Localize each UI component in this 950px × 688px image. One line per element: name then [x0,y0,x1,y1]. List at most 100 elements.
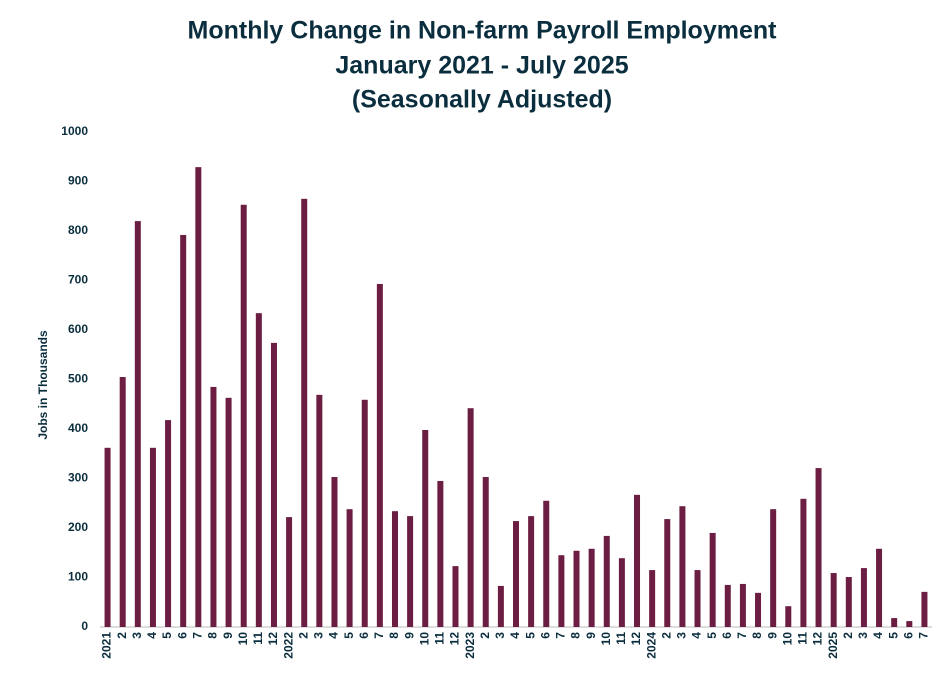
x-tick-label: 5 [342,632,356,639]
bar [815,468,822,627]
x-tick-label: 10 [780,632,794,646]
x-tick-label: 2 [659,632,673,639]
bar [301,198,308,627]
bar [770,509,777,627]
bar [860,568,867,627]
bar [134,221,141,627]
x-tick-label: 8 [206,632,220,639]
y-tick-label: 0 [81,619,88,633]
x-tick-label: 9 [765,632,779,639]
bar [361,399,368,627]
x-tick-label: 5 [886,632,900,639]
bar [331,477,338,627]
x-tick-label: 6 [901,632,915,639]
x-tick-label: 5 [160,632,174,639]
x-tick-label: 4 [508,632,522,639]
bar [876,548,883,627]
x-tick-label: 2 [115,632,129,639]
y-axis-label: Jobs in Thousands [36,330,50,440]
bar [679,506,686,627]
bar [346,509,353,627]
bar [694,570,701,627]
bar [240,204,247,627]
y-tick-label: 900 [68,174,88,188]
x-tick-label: 10 [599,632,613,646]
bar [739,583,746,627]
bar [588,548,595,627]
x-tick-label: 5 [705,632,719,639]
bar [225,397,232,627]
bar [785,606,792,627]
x-tick-label: 2023 [463,632,477,659]
y-tick-label: 500 [68,372,88,386]
bar [528,516,535,627]
y-tick-label: 1000 [61,124,88,138]
x-tick-label: 9 [584,632,598,639]
bar [422,429,429,627]
x-tick-label: 7 [190,632,204,639]
x-tick-label: 12 [811,632,825,646]
x-tick-label: 4 [327,632,341,639]
bar [407,516,414,627]
y-tick-label: 700 [68,273,88,287]
bar [800,498,807,627]
x-tick-label: 7 [372,632,386,639]
x-tick-label: 3 [312,632,326,639]
bar [104,447,111,627]
bar [845,577,852,627]
bar [603,535,610,627]
bar [921,591,928,627]
x-tick-label: 5 [523,632,537,639]
chart-title: January 2021 - July 2025 [335,52,628,80]
bar [270,342,277,627]
bar [467,408,474,627]
x-tick-label: 12 [266,632,280,646]
bar [755,592,762,627]
x-tick-label: 11 [251,632,265,645]
x-tick-label: 9 [221,632,235,639]
bar [180,234,187,627]
bar [513,521,519,627]
bar [558,555,565,627]
x-tick-label: 2024 [644,632,658,659]
bar [165,420,172,627]
bar [482,477,489,627]
y-tick-label: 600 [68,322,88,336]
x-tick-label: 6 [720,632,734,639]
x-tick-label: 7 [917,632,931,639]
y-tick-label: 400 [68,421,88,435]
bar [149,447,156,627]
bar [210,386,217,627]
x-tick-label: 7 [554,632,568,639]
bar [391,511,398,627]
x-tick-label: 6 [357,632,371,639]
y-tick-label: 800 [68,223,88,237]
x-tick-label: 2 [478,632,492,639]
x-tick-label: 8 [750,632,764,639]
x-tick-label: 6 [175,632,189,639]
bar [573,550,580,627]
x-tick-label: 2 [841,632,855,639]
bar [286,517,293,627]
x-tick-label: 12 [629,632,643,646]
y-tick-label: 200 [68,520,88,534]
x-tick-label: 2021 [100,632,114,659]
bar [452,566,459,627]
x-tick-label: 10 [417,632,431,646]
bar [195,167,202,627]
y-tick-label: 100 [68,570,88,584]
x-tick-label: 11 [796,632,810,645]
bar [649,570,656,627]
x-tick-label: 2022 [281,632,295,659]
bar [664,519,671,627]
x-tick-label: 3 [856,632,870,639]
x-tick-label: 3 [675,632,689,639]
bar [891,618,898,627]
x-tick-label: 8 [387,632,401,639]
bar [906,621,913,627]
x-tick-label: 11 [614,632,628,645]
x-tick-label: 2 [296,632,310,639]
x-tick-label: 3 [493,632,507,639]
x-tick-label: 10 [236,632,250,646]
